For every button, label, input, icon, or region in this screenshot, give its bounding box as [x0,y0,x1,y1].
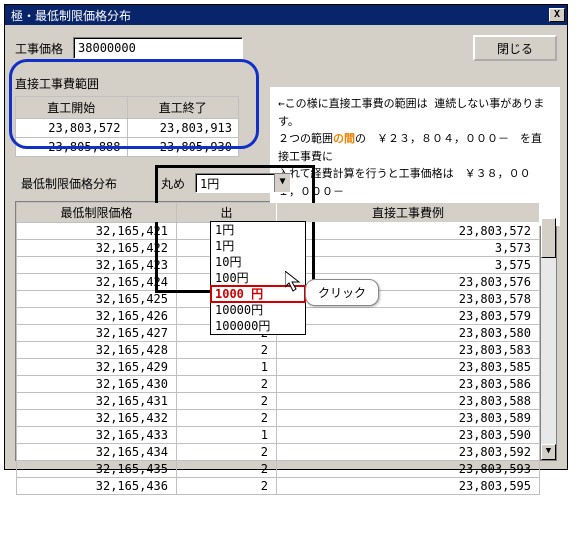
round-dropdown[interactable]: 1円 1円 10円 100円 1000 円 10000円 100000円 [210,221,306,335]
scroll-down-icon[interactable]: ▼ [541,444,556,460]
titlebar: 極・最低制限価格分布 X [5,5,567,25]
table-row[interactable]: 32,165,428223,803,583 [17,342,540,359]
table-row[interactable]: 32,165,433123,803,590 [17,427,540,444]
range-group: 直接工事費範囲 直工開始 直工終了 23,803,572 23,803,913 … [15,75,557,157]
table-row[interactable]: 32,165,430223,803,586 [17,376,540,393]
col-count: 出 [177,203,277,223]
combo-value: 1円 [196,174,274,192]
mid-row: 最低制限価格分布 丸め 1円 ▼ [15,173,557,193]
range-col-end: 直工終了 [127,97,239,119]
chevron-down-icon[interactable]: ▼ [274,174,290,192]
range-col-start: 直工開始 [16,97,128,119]
col-minprice: 最低制限価格 [17,203,177,223]
range-table: 直工開始 直工終了 23,803,572 23,803,913 23,805,8… [15,96,239,157]
table-row[interactable]: 32,165,429123,803,585 [17,359,540,376]
round-label: 丸め [161,175,185,192]
round-combo[interactable]: 1円 ▼ [195,173,291,193]
dropdown-option[interactable]: 1円 [211,238,305,254]
dropdown-option[interactable]: 10000円 [211,302,305,318]
table-row[interactable]: 32,165,431223,803,588 [17,393,540,410]
table-row: 23,805,888 23,805,930 [16,138,239,157]
window-title: 極・最低制限価格分布 [11,7,131,24]
col-directcost: 直接工事費例 [277,203,540,223]
dropdown-option[interactable]: 100円 [211,270,305,286]
table-row[interactable]: 32,165,432223,803,589 [17,410,540,427]
table-row[interactable]: 32,165,435223,803,593 [17,461,540,478]
click-callout: クリック [305,279,379,306]
close-button[interactable]: 閉じる [473,35,557,61]
dropdown-option-selected[interactable]: 1000 円 [211,286,305,302]
scroll-track[interactable] [541,218,556,444]
scrollbar[interactable]: ▲ ▼ [540,202,556,460]
top-row: 工事価格 閉じる [15,35,557,61]
dialog-window: 極・最低制限価格分布 X 工事価格 閉じる 直接工事費範囲 直工開始 直工終了 … [4,4,568,470]
table-row: 23,803,572 23,803,913 [16,119,239,138]
dropdown-option[interactable]: 10円 [211,254,305,270]
distribution-label: 最低制限価格分布 [21,175,117,192]
table-row[interactable]: 32,165,434223,803,592 [17,444,540,461]
scroll-thumb[interactable] [541,218,556,258]
close-icon[interactable]: X [549,8,565,22]
price-label: 工事価格 [15,40,63,57]
price-input[interactable] [73,37,243,59]
dropdown-option[interactable]: 100000円 [211,318,305,334]
table-row[interactable]: 32,165,436223,803,595 [17,478,540,495]
dropdown-option[interactable]: 1円 [211,222,305,238]
